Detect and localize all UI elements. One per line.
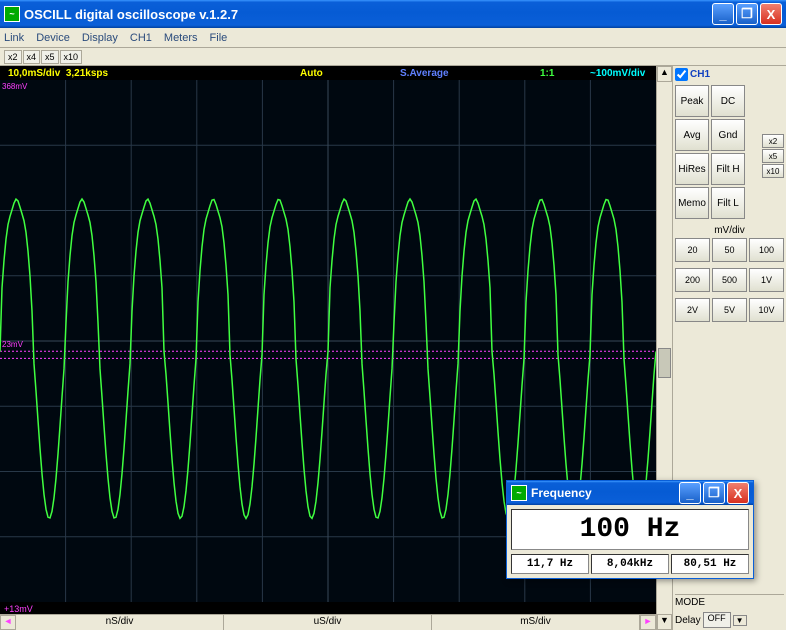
scale-100-button[interactable]: 100 [749,238,784,262]
freq-titlebar[interactable]: ~ Frequency _ ❐ X [507,481,753,505]
trigger-mode-label: Auto [300,68,323,79]
bottom-marker-1: +13mV [4,604,33,614]
scale-2v-button[interactable]: 2V [675,298,710,322]
freq-cell-3: 80,51 Hz [671,554,749,574]
menu-link[interactable]: Link [4,32,24,44]
scale-50-button[interactable]: 50 [712,238,747,262]
side-x10-button[interactable]: x10 [762,164,784,178]
freq-close-button[interactable]: X [727,482,749,504]
mvdiv-label: mV/div [675,225,784,236]
scroll-up-icon[interactable]: ▲ [657,66,672,82]
side-x2-button[interactable]: x2 [762,134,784,148]
maximize-button[interactable]: ❐ [736,3,758,25]
timescale-us[interactable]: uS/div [224,615,432,630]
channel-label: CH1 [690,69,710,80]
timebase-label: 10,0mS/div 3,21ksps [8,68,108,79]
timescale-ms[interactable]: mS/div [432,615,640,630]
hires-button[interactable]: HiRes [675,153,709,185]
frequency-readout: 100 Hz [511,509,749,550]
avg-button[interactable]: Avg [675,119,709,151]
mode-dropdown-icon[interactable]: ▼ [733,615,747,626]
zero-marker: 23mV [2,340,23,349]
peak-button[interactable]: Peak [675,85,709,117]
zoom-x5-button[interactable]: x5 [41,50,59,64]
zoom-x10-button[interactable]: x10 [60,50,83,64]
menu-file[interactable]: File [210,32,228,44]
scope-status-bar: 10,0mS/div 3,21ksps Auto S.Average 1:1 ~… [0,66,656,80]
scale-10v-button[interactable]: 10V [749,298,784,322]
scale-20-button[interactable]: 20 [675,238,710,262]
zoom-x4-button[interactable]: x4 [23,50,41,64]
mode-label: MODE [675,594,784,608]
scroll-right-icon[interactable]: ► [640,615,656,630]
dc-button[interactable]: DC [711,85,745,117]
menu-ch1[interactable]: CH1 [130,32,152,44]
main-titlebar: ~ OSCILL digital oscilloscope v.1.2.7 _ … [0,0,786,28]
scale-200-button[interactable]: 200 [675,268,710,292]
filtl-button[interactable]: Filt L [711,187,745,219]
time-scrollbar[interactable]: ◄ nS/div uS/div mS/div ► [0,614,656,630]
menubar: Link Device Display CH1 Meters File [0,28,786,48]
average-mode-label: S.Average [400,68,449,79]
timescale-ns[interactable]: nS/div [16,615,224,630]
zoom-x2-button[interactable]: x2 [4,50,22,64]
frequency-window[interactable]: ~ Frequency _ ❐ X 100 Hz 11,7 Hz 8,04kHz… [506,480,754,579]
scroll-down-icon[interactable]: ▼ [657,614,672,630]
off-button[interactable]: OFF [703,612,731,628]
app-icon: ~ [4,6,20,22]
freq-title: Frequency [531,486,677,500]
freq-cell-1: 11,7 Hz [511,554,589,574]
scale-5v-button[interactable]: 5V [712,298,747,322]
scroll-left-icon[interactable]: ◄ [0,615,16,630]
ratio-label: 1:1 [540,68,554,79]
channel-selector[interactable]: CH1 [675,68,784,81]
side-x5-button[interactable]: x5 [762,149,784,163]
vdiv-label: ~100mV/div [590,68,645,79]
scale-500-button[interactable]: 500 [712,268,747,292]
freq-app-icon: ~ [511,485,527,501]
top-marker: 368mV [2,82,27,91]
memo-button[interactable]: Memo [675,187,709,219]
menu-meters[interactable]: Meters [164,32,198,44]
scope-footer: +13mV 1,87mS 51,7mS 101mS ◄ nS/div uS/di… [0,602,656,630]
freq-minimize-button[interactable]: _ [679,482,701,504]
menu-device[interactable]: Device [36,32,70,44]
window-title: OSCILL digital oscilloscope v.1.2.7 [24,7,710,22]
close-button[interactable]: X [760,3,782,25]
channel-checkbox[interactable] [675,68,688,81]
minimize-button[interactable]: _ [712,3,734,25]
toolbar: x2 x4 x5 x10 [0,48,786,66]
filth-button[interactable]: Filt H [711,153,745,185]
scale-1v-button[interactable]: 1V [749,268,784,292]
freq-cell-2: 8,04kHz [591,554,669,574]
gnd-button[interactable]: Gnd [711,119,745,151]
zoom-stack: x2 x5 x10 [762,134,784,178]
menu-display[interactable]: Display [82,32,118,44]
delay-label: Delay [675,615,701,626]
scrollbar-thumb[interactable] [658,348,671,378]
freq-maximize-button[interactable]: ❐ [703,482,725,504]
